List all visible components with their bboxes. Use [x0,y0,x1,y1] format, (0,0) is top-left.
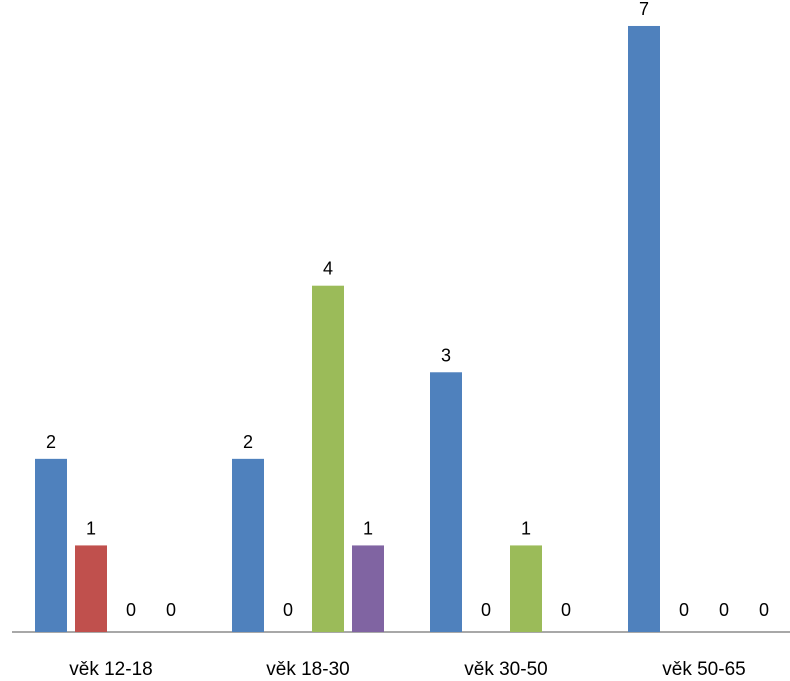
data-label-4-series-1: 7 [639,0,649,19]
bar-4-series-1 [628,25,660,633]
data-label-1-series-2: 1 [86,518,96,538]
x-tick-label-1: věk 12-18 [69,659,152,680]
bar-2-series-1 [232,458,264,632]
bar-3-series-3 [510,545,542,632]
data-label-4-series-2: 0 [679,600,689,620]
bar-1-series-2 [75,545,107,632]
data-label-2-series-4: 1 [363,518,373,538]
data-label-3-series-4: 0 [561,600,571,620]
data-label-4-series-4: 0 [759,600,769,620]
data-label-3-series-3: 1 [521,518,531,538]
data-label-2-series-2: 0 [283,600,293,620]
x-tick-labels-group: věk 12-18 věk 18-30 věk 30-50 věk 50-65 [69,659,745,680]
data-label-4-series-3: 0 [719,600,729,620]
data-label-2-series-1: 2 [243,432,253,452]
bar-1-series-1 [35,458,67,632]
x-tick-label-3: věk 30-50 [464,659,547,680]
bar-3-series-1 [430,372,462,632]
bars-group [35,25,660,633]
x-tick-label-2: věk 18-30 [266,659,349,680]
data-label-2-series-3: 4 [323,259,333,279]
data-label-1-series-3: 0 [126,600,136,620]
bar-2-series-3 [312,285,344,632]
x-tick-label-4: věk 50-65 [662,659,745,680]
bar-2-series-4 [352,545,384,632]
data-label-1-series-1: 2 [46,432,56,452]
data-label-1-series-4: 0 [166,600,176,620]
data-label-3-series-1: 3 [441,345,451,365]
data-labels-group: 2 1 0 0 2 0 4 1 3 0 1 0 7 0 0 0 [46,0,769,620]
data-label-3-series-2: 0 [481,600,491,620]
